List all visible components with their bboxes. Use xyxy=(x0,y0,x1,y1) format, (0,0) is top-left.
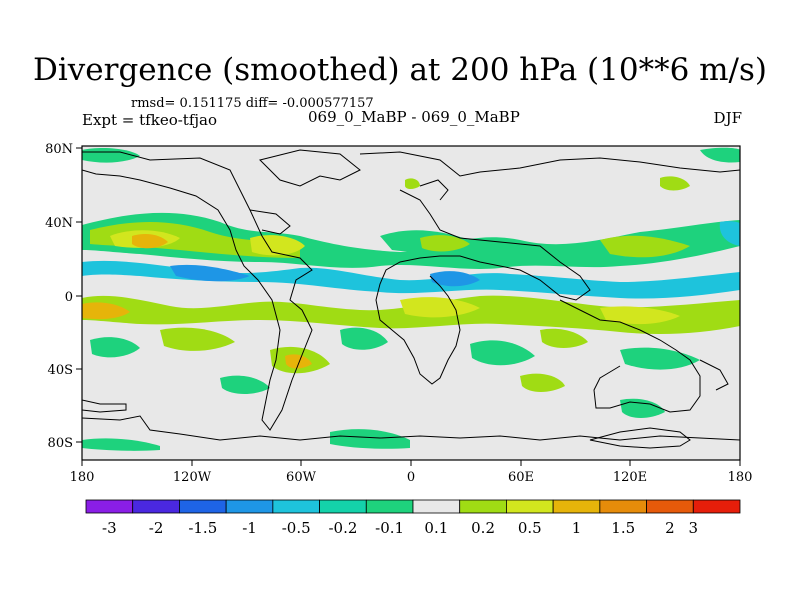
colorbar-label: 2 xyxy=(665,519,675,537)
coastlines xyxy=(82,149,740,449)
colorbar-box xyxy=(225,499,274,514)
colorbar-box xyxy=(365,499,414,514)
colorbar-label: -0.1 xyxy=(375,519,405,537)
colorbar-box xyxy=(646,499,694,514)
colorbar-box xyxy=(132,499,180,514)
x-tick-label: 180 xyxy=(70,470,95,485)
season-label: DJF xyxy=(713,109,742,127)
colorbar-box xyxy=(412,499,461,514)
colorbar-label: 1.5 xyxy=(611,519,636,537)
stats-label: rmsd= 0.151175 diff= -0.000577157 xyxy=(131,96,374,111)
colorbar-label: -1.5 xyxy=(188,519,218,537)
colorbar-box xyxy=(319,499,367,514)
y-tick-label: 40S xyxy=(48,363,73,378)
colorbar-box xyxy=(506,499,554,514)
y-tick-label: 0 xyxy=(65,290,73,305)
colorbar-label: 3 xyxy=(688,519,699,537)
colorbar-label: -2 xyxy=(148,519,164,537)
colorbar xyxy=(85,499,741,514)
colorbar-box xyxy=(459,499,507,514)
colorbar-label: -3 xyxy=(102,519,117,537)
colorbar-label: 0.2 xyxy=(471,519,495,537)
colorbar-box xyxy=(599,499,647,514)
colorbar-label: -0.2 xyxy=(328,519,358,537)
colorbar-box xyxy=(692,499,741,514)
tick-marks xyxy=(76,147,741,466)
colorbar-box xyxy=(552,499,601,514)
colorbar-label: 0.5 xyxy=(517,519,542,537)
x-tick-label: 120E xyxy=(613,470,647,485)
x-tick-label: 60E xyxy=(508,470,534,485)
y-tick-label: 40N xyxy=(45,216,73,231)
x-tick-label: 0 xyxy=(407,470,415,485)
case-label: 069_0_MaBP - 069_0_MaBP xyxy=(308,108,520,126)
chart-title: Divergence (smoothed) at 200 hPa (10**6 … xyxy=(33,52,767,88)
y-tick-label: 80S xyxy=(48,436,73,451)
colorbar-label: 1 xyxy=(571,519,582,537)
colorbar-box xyxy=(85,499,134,514)
x-tick-label: 60W xyxy=(286,470,317,485)
colorbar-box xyxy=(179,499,227,514)
x-tick-label: 180 xyxy=(728,470,753,485)
experiment-label: Expt = tfkeo-tfjao xyxy=(82,111,217,129)
colorbar-label: -1 xyxy=(242,519,257,537)
y-tick-label: 80N xyxy=(45,142,73,157)
colorbar-label: -0.5 xyxy=(281,519,311,537)
colorbar-label: 0.1 xyxy=(424,519,449,537)
colorbar-box xyxy=(272,499,320,514)
x-tick-label: 120W xyxy=(173,470,212,485)
